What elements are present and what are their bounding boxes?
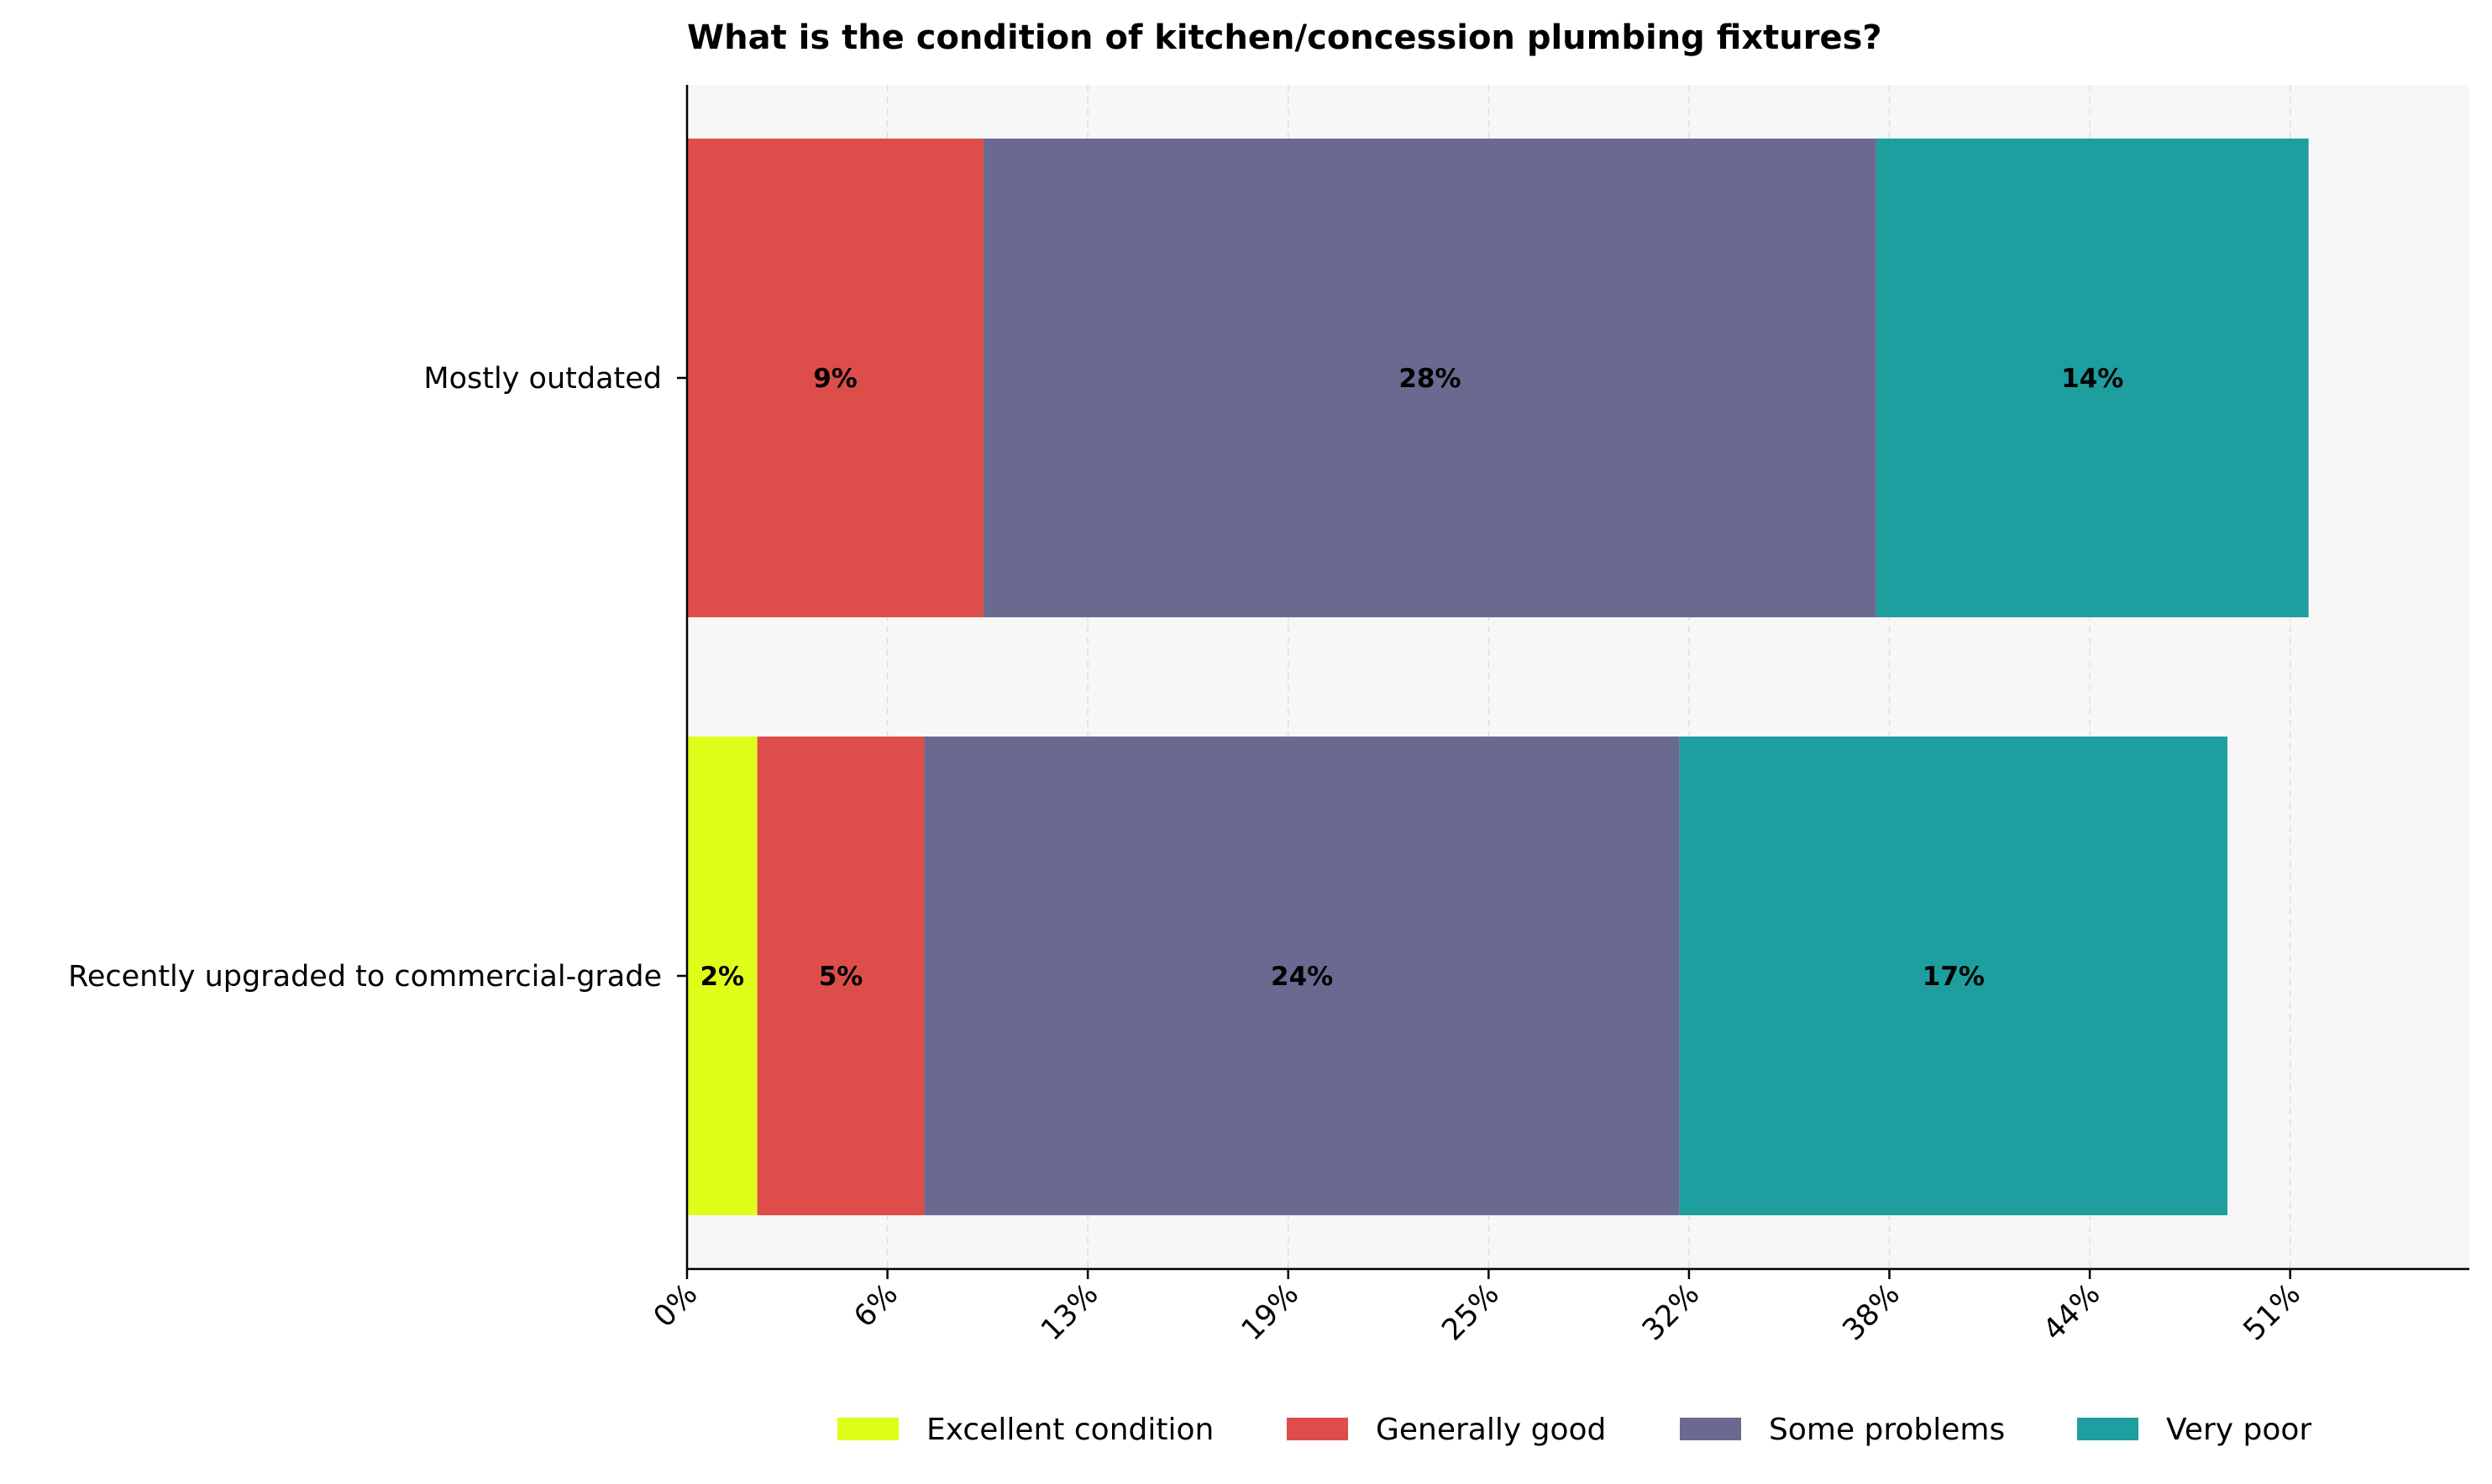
- bar-segment: [687, 139, 984, 617]
- category-label: Mostly outdated: [423, 362, 662, 396]
- data-label: 28%: [1398, 364, 1461, 394]
- axes: [685, 85, 2469, 1271]
- x-tick-label: 19%: [1236, 1277, 1305, 1347]
- gridlines: [886, 85, 2291, 1269]
- x-tick-label: 51%: [2238, 1277, 2307, 1347]
- x-tick-label: 32%: [1636, 1277, 1706, 1347]
- x-tick-label: 44%: [2037, 1277, 2106, 1347]
- x-tick-label: 0%: [648, 1277, 705, 1335]
- legend-label: Excellent condition: [926, 1413, 1214, 1447]
- x-tick-label: 13%: [1035, 1277, 1104, 1347]
- legend: Excellent condition Generally good Some pr…: [837, 1413, 2311, 1447]
- legend-swatch: [2077, 1418, 2138, 1440]
- chart-title: What is the condition of kitchen/concess…: [687, 18, 1882, 57]
- legend-label: Generally good: [1376, 1413, 1606, 1447]
- bar-segment: [984, 139, 1876, 617]
- x-tick-label: 38%: [1837, 1277, 1907, 1347]
- category-labels: Mostly outdated Recently upgraded to comm…: [68, 362, 662, 994]
- legend-swatch: [837, 1418, 899, 1440]
- data-labels: 9% 28% 14% 2% 5% 24% 17%: [700, 364, 2123, 992]
- bars: [687, 139, 2309, 1215]
- data-label: 24%: [1271, 962, 1333, 992]
- legend-label: Very poor: [2166, 1413, 2311, 1447]
- bar-segment: [687, 737, 758, 1215]
- bar-segment: [924, 737, 1680, 1215]
- category-label: Recently upgraded to commercial-grade: [68, 960, 662, 994]
- data-label: 2%: [700, 962, 744, 992]
- legend-swatch: [1287, 1418, 1348, 1440]
- bar-segment: [757, 737, 925, 1215]
- data-label: 9%: [813, 364, 858, 394]
- data-label: 17%: [1923, 962, 1985, 992]
- x-tick-label: 25%: [1435, 1277, 1505, 1347]
- bar-segment: [1679, 737, 2227, 1215]
- x-tick-label: 6%: [847, 1277, 905, 1335]
- legend-swatch: [1680, 1418, 1741, 1440]
- data-label: 5%: [819, 962, 863, 992]
- data-label: 14%: [2061, 364, 2123, 394]
- legend-label: Some problems: [1769, 1413, 2005, 1447]
- bar-segment: [1876, 139, 2309, 617]
